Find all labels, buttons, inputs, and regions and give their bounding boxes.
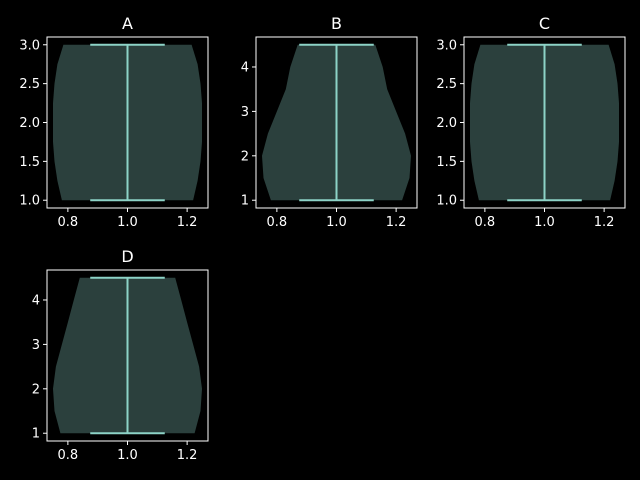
y-tick-label: 2 [241,149,249,164]
subplot-title: D [121,247,133,266]
subplot-c: 0.8 1.0 1.2 1.0 1.5 2.0 2.5 3.0 C [436,14,626,230]
y-tick-label: 2 [32,382,40,397]
y-tick-label: 3.0 [436,38,457,53]
y-tick-label: 1.5 [19,155,40,170]
y-tick-label: 4 [241,60,249,75]
subplot-a: 0.8 1.0 1.2 1.0 1.5 2.0 2.5 3.0 A [19,14,209,230]
x-tick-label: 1.0 [117,448,138,463]
x-tick-label: 1.0 [326,215,347,230]
y-tick-label: 3.0 [19,38,40,53]
subplot-title: A [122,14,133,33]
y-tick-label: 2.0 [436,116,457,131]
subplot-d: 0.8 1.0 1.2 1 2 3 4 D [32,247,209,463]
x-tick-label: 1.0 [534,215,555,230]
x-tick-label: 1.0 [117,215,138,230]
y-tick-label: 2.5 [19,77,40,92]
x-tick-label: 0.8 [475,215,496,230]
subplot-title: C [539,14,550,33]
y-tick-label: 2.0 [19,116,40,131]
x-tick-label: 1.2 [594,215,615,230]
x-tick-label: 1.2 [386,215,407,230]
y-tick-label: 4 [32,293,40,308]
y-tick-label: 1 [32,427,40,442]
x-tick-label: 1.2 [177,215,198,230]
y-tick-label: 1.5 [436,155,457,170]
y-tick-label: 1.0 [436,194,457,209]
x-tick-label: 0.8 [58,448,79,463]
y-tick-label: 2.5 [436,77,457,92]
subplot-title: B [331,14,342,33]
y-tick-label: 3 [241,105,249,120]
x-tick-label: 0.8 [58,215,79,230]
y-tick-label: 1 [241,194,249,209]
subplot-b: 0.8 1.0 1.2 1 2 3 4 B [241,14,418,230]
x-tick-label: 0.8 [267,215,288,230]
y-tick-label: 3 [32,338,40,353]
x-tick-label: 1.2 [177,448,198,463]
y-tick-label: 1.0 [19,194,40,209]
